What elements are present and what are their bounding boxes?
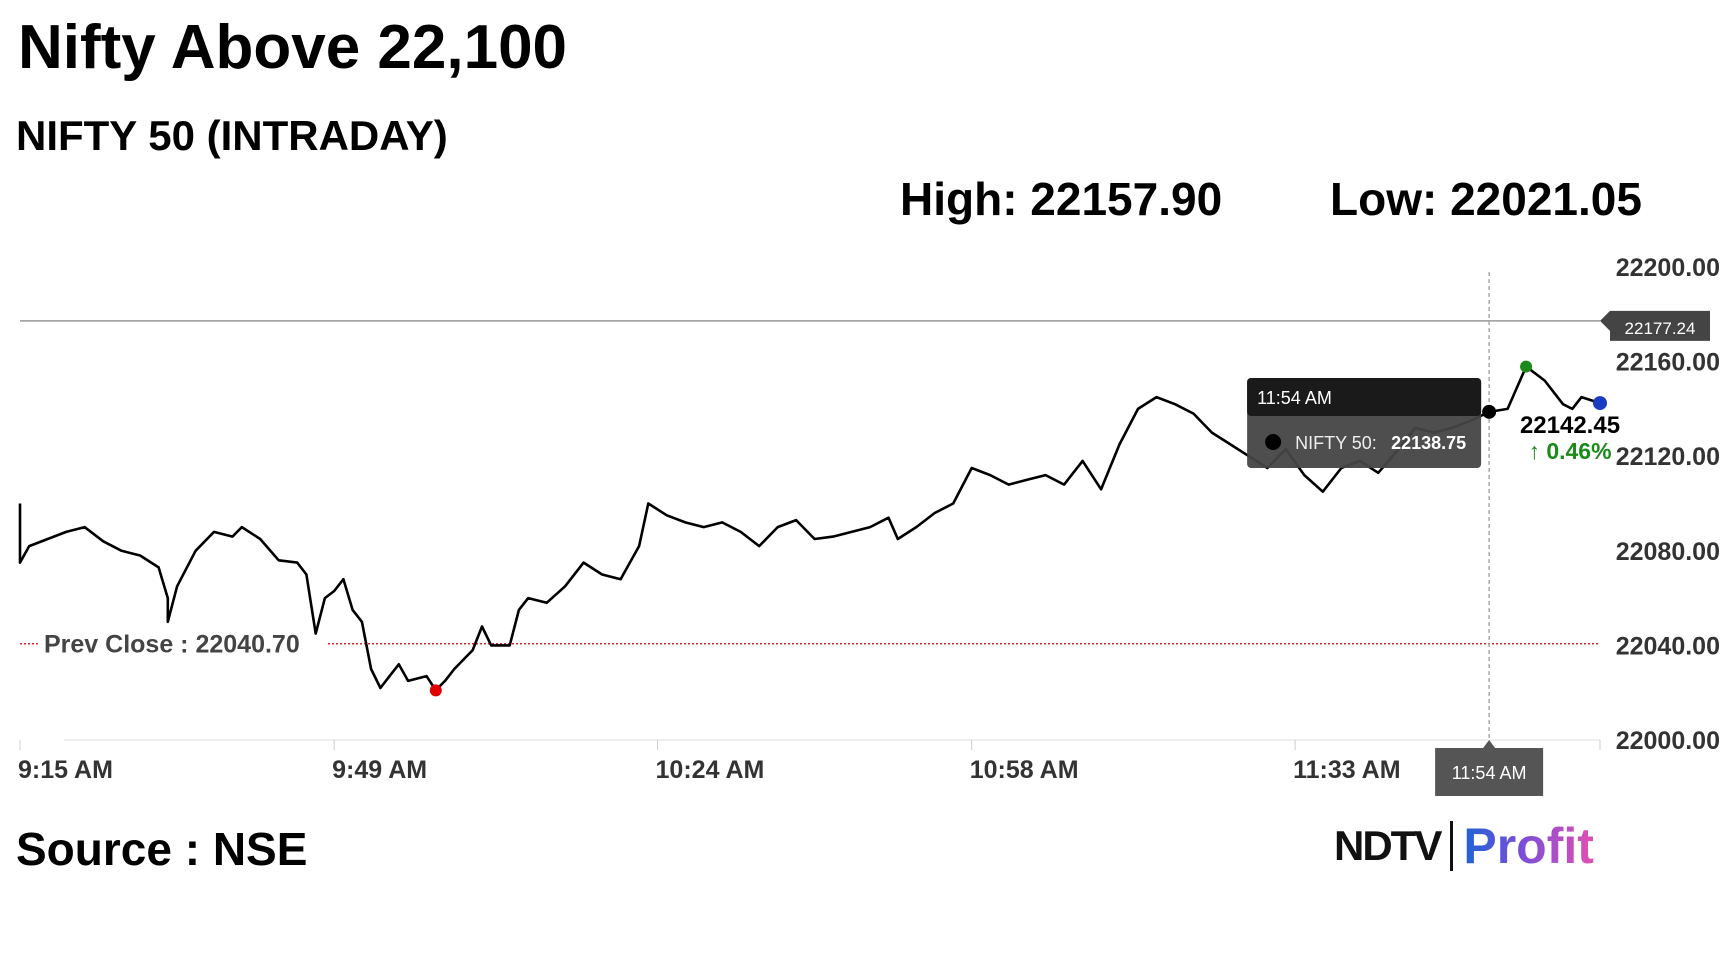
x-tick-label: 9:15 AM (18, 756, 113, 784)
chart-subtitle: NIFTY 50 (INTRADAY) (16, 112, 448, 159)
day-high-marker (1520, 360, 1533, 373)
high-stat: High: 22157.90 (900, 173, 1223, 225)
x-tick-label: 10:58 AM (970, 756, 1079, 784)
y-tick-label: 22160.00 (1616, 349, 1720, 377)
last-value-label: 22142.45 (1520, 412, 1620, 439)
last-point-marker (1593, 396, 1607, 411)
logo-divider (1450, 821, 1454, 871)
y-tick-label: 22080.00 (1616, 538, 1720, 566)
source-label: Source : NSE (16, 823, 308, 875)
x-tick-label: 11:33 AM (1293, 756, 1400, 784)
tooltip-header (1247, 378, 1482, 416)
nifty-series-line (18, 365, 1601, 692)
ndtv-profit-logo: NDTV Profit (1334, 818, 1594, 874)
y-tick-label: 22200.00 (1616, 254, 1720, 282)
logo-profit-text: Profit (1463, 818, 1594, 874)
crosshair-time-badge (1435, 740, 1544, 796)
tooltip-series-dot (1265, 434, 1282, 450)
y-tick-label: 22120.00 (1616, 443, 1720, 471)
headline: Nifty Above 22,100 (18, 13, 568, 82)
logo-ndtv-text: NDTV (1334, 822, 1442, 869)
hover-point-marker (1482, 404, 1497, 419)
prev-close-label: Prev Close : 22040.70 (44, 631, 300, 659)
reference-line-badge (1600, 310, 1710, 341)
y-tick-label: 22040.00 (1616, 632, 1720, 660)
x-tick-label: 10:24 AM (656, 756, 765, 784)
tooltip-time: 11:54 AM (1257, 388, 1332, 408)
reference-line-value: 22177.24 (1625, 319, 1696, 338)
prev-close-label-bg (38, 621, 328, 656)
tooltip-series-name: NIFTY 50: (1295, 433, 1377, 453)
day-low-marker (429, 684, 442, 697)
change-label: ↑ 0.46% (1528, 438, 1611, 464)
y-tick-label: 22000.00 (1616, 727, 1720, 755)
tooltip-value: 22138.75 (1391, 433, 1466, 453)
low-stat: Low: 22021.05 (1330, 173, 1642, 225)
crosshair-time-label: 11:54 AM (1452, 763, 1527, 783)
x-tick-label: 9:49 AM (332, 756, 427, 784)
